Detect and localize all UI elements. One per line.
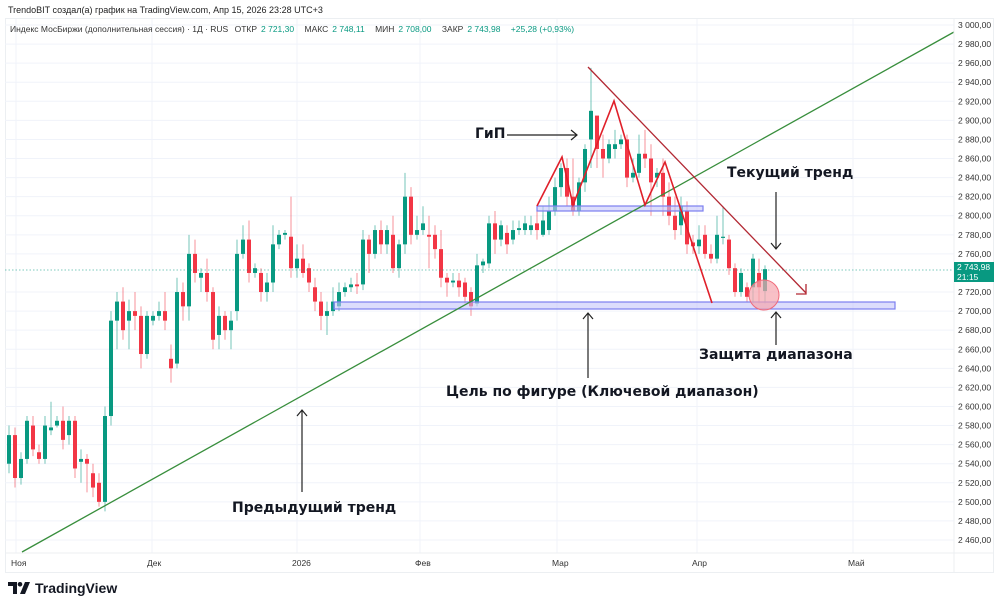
symbol-legend: Индекс МосБиржи (дополнительная сессия) … [10,24,578,34]
chart-frame[interactable] [5,18,994,573]
range-defense-circle[interactable] [748,279,780,311]
gip-arrow [507,129,578,141]
time-tick: Ноя [11,558,27,568]
neckline-zone[interactable] [536,205,704,212]
author-line: TrendoBIT создал(а) график на TradingVie… [8,5,323,15]
current-trend-arrow [770,192,782,250]
current-trend-arrowhead [796,284,807,295]
last-price-tag: 2 743,98 21:15 [954,262,994,282]
price-tick: 2 880,00 [958,134,991,144]
tradingview-logo[interactable]: TradingView [8,580,117,596]
time-tick: Апр [692,558,707,568]
price-tick: 2 920,00 [958,96,991,106]
price-tick: 2 720,00 [958,287,991,297]
time-tick: Дек [147,558,161,568]
range-defense-label: Защита диапазона [699,347,853,363]
price-tick: 2 760,00 [958,249,991,259]
price-tick: 2 640,00 [958,363,991,373]
price-tick: 2 960,00 [958,58,991,68]
open-value: 2 721,30 [261,24,295,34]
price-tick: 2 620,00 [958,382,991,392]
range-defense-arrow [770,311,782,345]
previous-trend-label: Предыдущий тренд [232,500,397,516]
head-and-shoulders-pattern[interactable] [536,98,713,304]
time-axis[interactable]: Ноя Дек 2026 Фев Мар Апр Май [5,552,994,568]
price-tick: 2 580,00 [958,421,991,431]
last-price-value: 2 743,98 [957,262,991,272]
price-tick: 2 680,00 [958,325,991,335]
high-label: МАКС [304,24,329,34]
price-tick: 2 700,00 [958,306,991,316]
price-axis[interactable]: 3 000,00 2 980,00 2 960,00 2 940,00 2 920,00… [953,19,991,572]
tradingview-logo-icon [8,582,30,594]
open-label: ОТКР [234,24,258,34]
previous-trend-line[interactable] [21,31,955,553]
previous-trend-arrow [296,409,308,492]
key-range-zone[interactable] [333,301,896,310]
price-tick: 2 540,00 [958,459,991,469]
close-value: 2 743,98 [467,24,501,34]
grid-lines [5,19,954,553]
price-tick: 2 460,00 [958,535,991,545]
price-tick: 2 520,00 [958,478,991,488]
symbol-name: Индекс МосБиржи (дополнительная сессия) … [10,24,229,34]
high-value: 2 748,11 [332,24,365,34]
price-tick: 2 600,00 [958,401,991,411]
price-tick: 2 900,00 [958,115,991,125]
price-tick: 3 000,00 [958,20,991,30]
price-tick: 2 940,00 [958,77,991,87]
price-tick: 2 820,00 [958,192,991,202]
target-label: Цель по фигуре (Ключевой диапазон) [446,384,759,400]
time-tick: 2026 [292,558,311,568]
bar-countdown: 21:15 [957,271,979,282]
current-trend-line[interactable] [587,66,807,294]
price-tick: 2 780,00 [958,230,991,240]
time-tick: Мар [552,558,569,568]
gip-label: ГиП [475,126,506,142]
price-tick: 2 800,00 [958,211,991,221]
price-tick: 2 480,00 [958,516,991,526]
time-tick: Май [848,558,865,568]
price-tick: 2 860,00 [958,154,991,164]
price-tick: 2 840,00 [958,173,991,183]
price-tick: 2 500,00 [958,497,991,507]
close-label: ЗАКР [441,24,464,34]
low-value: 2 708,00 [398,24,432,34]
target-arrow [582,312,594,378]
time-tick: Фев [415,558,431,568]
change-value: +25,28 (+0,93%) [510,24,575,34]
tradingview-logo-text: TradingView [35,580,118,596]
current-trend-label: Текущий тренд [727,165,854,181]
price-tick: 2 560,00 [958,440,991,450]
price-tick: 2 980,00 [958,39,991,49]
price-tick: 2 660,00 [958,344,991,354]
low-label: МИН [375,24,395,34]
